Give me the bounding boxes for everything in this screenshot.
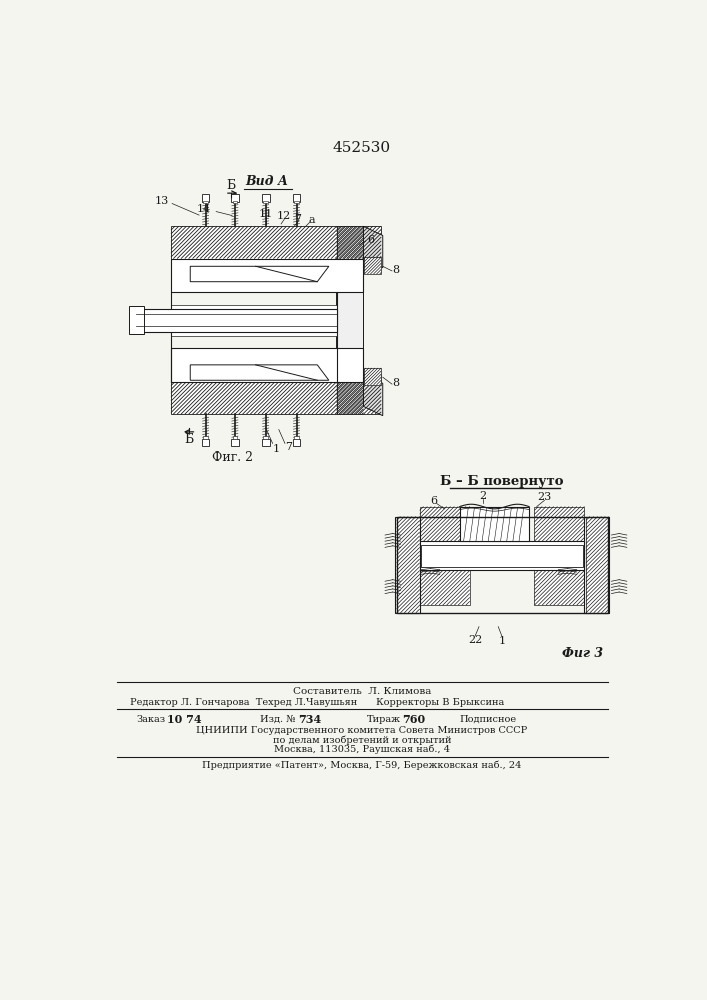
Bar — [420, 507, 469, 541]
Bar — [233, 201, 238, 203]
Text: 23: 23 — [537, 492, 551, 502]
Text: 452530: 452530 — [333, 141, 391, 155]
Bar — [231, 439, 239, 446]
Text: Составитель  Л. Климова: Составитель Л. Климова — [293, 687, 431, 696]
Text: 14: 14 — [197, 204, 211, 214]
Bar — [204, 201, 208, 203]
Bar — [421, 545, 583, 567]
Text: 10 74: 10 74 — [167, 714, 201, 725]
Bar — [534, 570, 585, 605]
Text: 1: 1 — [273, 444, 280, 454]
Bar — [262, 194, 269, 202]
Text: 2: 2 — [479, 491, 486, 501]
Text: Фиг. 2: Фиг. 2 — [212, 451, 253, 464]
Bar — [201, 194, 209, 202]
Bar — [171, 305, 337, 336]
Text: 8: 8 — [392, 378, 399, 388]
Bar — [293, 194, 300, 202]
Text: Вид А: Вид А — [246, 175, 288, 188]
Text: Москва, 113035, Раушская наб., 4: Москва, 113035, Раушская наб., 4 — [274, 744, 450, 754]
Text: по делам изобретений и открытий: по делам изобретений и открытий — [273, 735, 451, 745]
Text: 11: 11 — [259, 209, 273, 219]
Bar — [264, 436, 268, 439]
Text: 7: 7 — [295, 214, 302, 224]
Text: 12: 12 — [277, 211, 291, 221]
Bar — [201, 439, 209, 446]
Text: Предприятие «Патент», Москва, Г-59, Бережковская наб., 24: Предприятие «Патент», Москва, Г-59, Бере… — [202, 761, 522, 770]
Bar — [231, 194, 239, 202]
Bar — [585, 517, 609, 613]
Bar — [233, 436, 238, 439]
Bar — [204, 436, 208, 439]
Bar — [171, 259, 363, 292]
Bar — [395, 517, 420, 613]
Text: Б: Б — [226, 179, 235, 192]
Polygon shape — [337, 259, 363, 380]
Bar — [171, 382, 363, 414]
Bar — [364, 368, 381, 385]
Bar — [294, 201, 299, 203]
Text: 6: 6 — [368, 235, 375, 245]
Bar — [460, 507, 529, 541]
Bar — [337, 374, 381, 414]
Text: 22: 22 — [468, 635, 482, 645]
Bar — [364, 257, 381, 274]
Bar — [420, 570, 469, 605]
Text: Тираж: Тираж — [368, 715, 402, 724]
Text: Фиг 3: Фиг 3 — [562, 647, 604, 660]
Text: Б – Б повернуто: Б – Б повернуто — [440, 475, 564, 488]
Text: 8: 8 — [392, 265, 399, 275]
Text: 13: 13 — [155, 196, 169, 206]
Text: 734: 734 — [298, 714, 321, 725]
Bar — [294, 436, 299, 439]
Text: Подписное: Подписное — [460, 715, 517, 724]
Text: Заказ: Заказ — [136, 715, 165, 724]
Polygon shape — [190, 365, 329, 380]
Text: Редактор Л. Гончарова  Техред Л.Чавушьян      Корректоры В Брыксина: Редактор Л. Гончарова Техред Л.Чавушьян … — [130, 698, 504, 707]
Polygon shape — [363, 226, 382, 268]
Text: ЦНИИПИ Государственного комитета Совета Министров СССР: ЦНИИПИ Государственного комитета Совета … — [197, 726, 527, 735]
Polygon shape — [363, 374, 382, 416]
Bar — [293, 439, 300, 446]
Bar — [420, 541, 585, 570]
Bar — [337, 226, 381, 266]
Bar — [534, 507, 585, 541]
Bar — [136, 309, 337, 332]
Bar — [397, 517, 607, 613]
Polygon shape — [190, 266, 329, 282]
Bar — [586, 517, 609, 613]
Text: Изд. №: Изд. № — [259, 715, 295, 724]
Text: 7: 7 — [286, 442, 292, 452]
Text: 1: 1 — [498, 636, 506, 646]
Text: 760: 760 — [402, 714, 425, 725]
Bar — [171, 348, 363, 382]
Text: Б: Б — [184, 433, 193, 446]
Bar — [262, 439, 269, 446]
Bar — [264, 201, 268, 203]
Text: 6: 6 — [430, 496, 437, 506]
Bar — [171, 226, 363, 259]
Bar — [129, 306, 144, 334]
Text: а: а — [308, 215, 315, 225]
Bar — [397, 517, 420, 613]
